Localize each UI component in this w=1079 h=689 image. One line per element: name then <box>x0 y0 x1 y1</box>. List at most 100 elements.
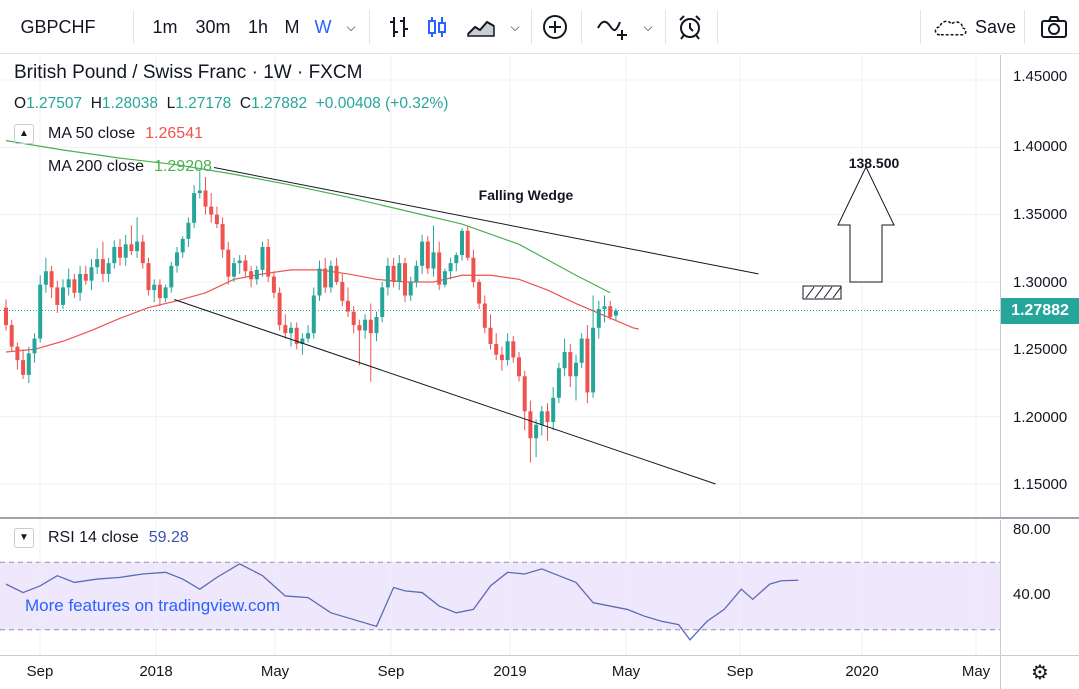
candle-body <box>460 230 464 256</box>
chart-type-chevron-down-icon[interactable]: ⌵ <box>510 19 520 34</box>
top-toolbar: GBPCHF 1m 30m 1h M W ⌵ ⌵ ⌵ Save <box>0 0 1079 54</box>
settings-gear-icon[interactable]: ⚙ <box>1000 655 1079 689</box>
candle-body <box>112 246 117 264</box>
candle-body <box>78 273 83 293</box>
candle-body <box>454 255 459 264</box>
alarm-clock-icon[interactable] <box>672 0 708 54</box>
price-tick: 1.15000 <box>1013 476 1068 493</box>
candle-body <box>568 352 573 377</box>
candle-body <box>192 193 197 223</box>
rsi-canvas[interactable] <box>0 520 1000 655</box>
interval-1h-button[interactable]: 1h <box>247 16 269 37</box>
candle-body <box>83 273 88 281</box>
high-value: 1.28038 <box>101 95 158 112</box>
collapse-chevron-icon[interactable]: ▼ <box>14 528 34 548</box>
candle-body <box>243 260 248 272</box>
candle-body <box>517 357 521 377</box>
indicators-icon[interactable] <box>591 0 635 54</box>
candle-body <box>300 338 305 344</box>
toolbar-separator <box>665 10 666 44</box>
rsi-pane[interactable] <box>0 520 1000 655</box>
candle-body <box>15 346 20 361</box>
time-tick: May <box>611 663 641 680</box>
candle-body <box>9 325 14 347</box>
add-compare-icon[interactable] <box>538 0 572 54</box>
candle-body <box>465 230 470 258</box>
breakout-hatch <box>832 286 842 299</box>
watermark-link[interactable]: More features on tradingview.com <box>25 596 281 615</box>
chart-legend: British Pound / Swiss Franc · 1W · FXCM … <box>14 62 448 112</box>
breakout-hatch <box>823 286 833 299</box>
wedge-upper-trendline <box>213 167 759 275</box>
candle-body <box>203 190 208 207</box>
candle-body <box>209 206 214 215</box>
interval-1m-button[interactable]: 1m <box>152 16 178 37</box>
toolbar-separator <box>920 10 921 44</box>
candle-body <box>328 265 333 288</box>
interval-week-button[interactable]: W <box>314 16 332 37</box>
candle-body <box>135 241 140 252</box>
rsi-axis[interactable]: 80.00 40.00 <box>1000 520 1079 655</box>
ma200-label: MA 200 close <box>48 158 145 175</box>
candle-body <box>608 306 613 318</box>
candle-body <box>214 214 219 225</box>
save-button[interactable]: Save <box>932 0 1016 54</box>
wedge-lower-trendline <box>173 299 716 485</box>
candle-body <box>306 333 311 339</box>
price-chart-canvas[interactable]: Falling Wedge 138.500 <box>0 55 1000 518</box>
price-chart-pane[interactable]: Falling Wedge 138.500 <box>0 55 1000 518</box>
candle-body <box>425 241 430 269</box>
rsi-tick: 80.00 <box>1013 521 1051 538</box>
time-axis[interactable]: Sep 2018 May Sep 2019 May Sep 2020 May <box>0 655 1000 689</box>
price-tick: 1.45000 <box>1013 68 1068 85</box>
candle-body <box>95 259 100 268</box>
interval-30m-button[interactable]: 30m <box>195 16 231 37</box>
candle-body <box>163 287 168 299</box>
candle-body <box>89 267 94 281</box>
rsi-legend-row[interactable]: ▼ RSI 14 close 59.28 <box>14 528 189 548</box>
camera-icon[interactable] <box>1034 0 1074 54</box>
candle-body <box>363 319 368 331</box>
pane-divider[interactable] <box>0 517 1079 519</box>
candle-body <box>357 325 362 331</box>
candle-body <box>397 263 402 282</box>
candles-icon[interactable] <box>420 0 454 54</box>
ma50-legend-row[interactable]: ▲ MA 50 close 1.26541 <box>14 124 203 144</box>
candle-body <box>129 244 134 252</box>
interval-dropdown-chevron-down-icon[interactable]: ⌵ <box>346 19 356 34</box>
candle-body <box>477 282 482 304</box>
candle-body <box>220 224 225 250</box>
time-tick: 2020 <box>845 663 879 680</box>
indicators-chevron-down-icon[interactable]: ⌵ <box>643 19 653 34</box>
candle-body <box>271 276 276 293</box>
symbol-search-button[interactable]: GBPCHF <box>20 16 96 37</box>
candle-body <box>232 263 236 277</box>
candle-body <box>317 268 322 296</box>
candle-body <box>574 362 578 377</box>
candle-body <box>140 241 145 264</box>
area-chart-icon[interactable] <box>460 0 502 54</box>
rsi-label: RSI 14 close <box>48 529 139 546</box>
collapse-chevron-icon[interactable]: ▲ <box>14 124 34 144</box>
series-title: British Pound / Swiss Franc · 1W · FXCM <box>14 62 363 83</box>
time-tick: Sep <box>377 663 405 680</box>
candle-body <box>66 279 71 288</box>
high-label: H <box>90 95 102 112</box>
candle-body <box>596 308 601 328</box>
candle-body <box>152 284 157 291</box>
candle-body <box>385 265 390 288</box>
price-axis[interactable]: 1.45000 1.40000 1.35000 1.30000 1.25000 … <box>1000 55 1079 518</box>
time-tick: May <box>260 663 290 680</box>
interval-month-button[interactable]: M <box>284 16 300 37</box>
ma50-line <box>5 269 639 353</box>
candle-body <box>311 295 316 334</box>
ma200-legend-row[interactable]: MA 200 close 1.29208 <box>48 158 212 176</box>
target-label: 138.500 <box>849 155 900 171</box>
candle-body <box>403 263 407 296</box>
bar-chart-icon[interactable] <box>382 0 416 54</box>
candle-body <box>4 307 8 326</box>
candle-body <box>534 424 539 439</box>
candle-body <box>123 244 128 258</box>
time-tick: 2019 <box>493 663 527 680</box>
candle-body <box>391 265 396 282</box>
